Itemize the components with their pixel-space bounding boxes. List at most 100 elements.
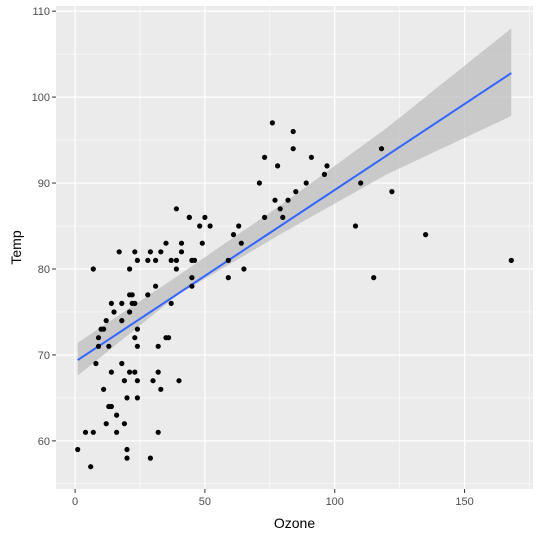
data-point — [262, 214, 268, 220]
data-point — [285, 197, 291, 203]
data-point — [241, 266, 247, 272]
data-point — [238, 240, 244, 246]
data-point — [158, 249, 164, 255]
data-point — [275, 163, 281, 169]
data-point — [106, 343, 112, 349]
data-point — [225, 257, 231, 263]
data-point — [155, 429, 161, 435]
data-point — [82, 429, 89, 435]
major-gridlines — [56, 6, 533, 489]
data-point — [178, 249, 185, 255]
data-point — [119, 300, 125, 306]
data-point — [293, 189, 299, 195]
data-point — [225, 275, 231, 281]
y-axis-title: Temp — [8, 230, 24, 264]
data-point — [134, 343, 140, 349]
y-tick-label: 70 — [38, 350, 50, 362]
data-point — [90, 429, 96, 435]
data-point — [95, 343, 102, 349]
y-tick-label: 110 — [32, 6, 50, 18]
data-point — [124, 446, 130, 453]
data-point — [230, 232, 237, 238]
data-point — [197, 223, 203, 229]
y-axis: 60 70 80 90 100 110 — [32, 6, 56, 448]
data-point — [186, 214, 192, 220]
data-point — [272, 197, 278, 203]
data-point — [352, 223, 359, 229]
data-point — [173, 206, 179, 212]
data-point — [199, 240, 205, 246]
data-point — [277, 206, 283, 212]
data-point — [158, 386, 164, 392]
data-point — [111, 309, 117, 315]
data-point — [189, 283, 195, 289]
x-axis: 0 50 100 150 — [72, 489, 474, 508]
data-point — [262, 154, 268, 160]
data-point — [145, 257, 151, 263]
data-point — [114, 412, 120, 418]
data-point — [303, 180, 309, 186]
data-point — [321, 171, 327, 177]
y-tick-label: 60 — [38, 436, 50, 448]
data-point — [129, 292, 135, 298]
fit-line-layer — [77, 72, 512, 361]
data-point — [173, 266, 179, 272]
data-point — [256, 180, 262, 186]
data-point — [358, 180, 364, 186]
data-point — [134, 326, 140, 332]
data-point — [127, 369, 133, 375]
data-point — [371, 275, 377, 281]
data-point — [132, 249, 138, 255]
x-tick-label: 150 — [455, 496, 473, 508]
data-point — [132, 300, 138, 306]
data-point — [191, 257, 198, 263]
data-point — [103, 421, 109, 427]
y-tick-label: 90 — [38, 178, 50, 190]
data-point — [145, 292, 151, 298]
data-point — [423, 232, 429, 238]
data-point — [134, 378, 140, 384]
data-point — [178, 240, 185, 246]
data-points — [75, 120, 514, 470]
data-point — [103, 318, 109, 324]
data-point — [155, 343, 161, 349]
regression-line — [77, 72, 512, 361]
data-point — [101, 386, 107, 392]
data-point — [207, 223, 213, 229]
data-point — [176, 378, 182, 384]
data-point — [280, 214, 286, 220]
data-point — [236, 223, 242, 229]
data-point — [108, 300, 114, 306]
data-point — [108, 403, 114, 410]
data-point — [269, 120, 275, 126]
data-point — [132, 369, 138, 375]
data-point — [290, 146, 296, 152]
data-point — [132, 335, 138, 341]
data-point — [124, 455, 130, 461]
data-point — [147, 455, 153, 461]
data-point — [155, 369, 161, 375]
data-point — [108, 369, 114, 375]
data-point — [189, 275, 195, 281]
data-point — [508, 257, 514, 263]
data-point — [75, 446, 81, 453]
data-point — [134, 257, 140, 263]
y-tick-label: 80 — [38, 264, 50, 276]
data-point — [389, 189, 395, 195]
data-point — [147, 249, 153, 255]
data-point — [90, 266, 96, 272]
data-point — [173, 257, 179, 263]
x-tick-label: 100 — [326, 496, 344, 508]
data-point — [324, 163, 330, 169]
data-point — [101, 326, 107, 332]
data-point — [124, 395, 130, 401]
data-point — [163, 240, 169, 246]
data-point — [119, 360, 125, 367]
data-point — [153, 283, 159, 289]
data-point — [127, 309, 133, 315]
data-point — [308, 154, 314, 160]
data-point — [134, 395, 140, 401]
data-point — [290, 128, 296, 135]
x-axis-title: Ozone — [274, 515, 315, 531]
